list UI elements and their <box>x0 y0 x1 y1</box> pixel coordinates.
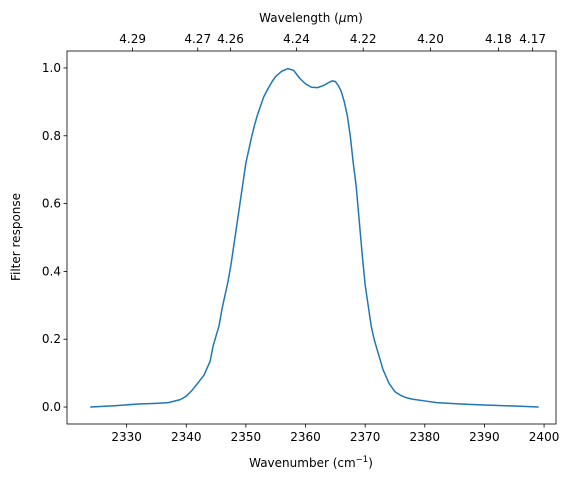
top-x-tick-label: 4.29 <box>119 32 146 46</box>
y-axis-label: Filter response <box>9 193 23 281</box>
top-x-tick-label: 4.26 <box>217 32 244 46</box>
y-tick-label: 0.2 <box>42 332 61 346</box>
x-axis-label: Wavenumber (cm−1) <box>249 455 373 470</box>
x-tick-label: 2370 <box>350 430 381 444</box>
y-tick-label: 0.6 <box>42 197 61 211</box>
y-tick-label: 0.0 <box>42 400 61 414</box>
top-x-tick-label: 4.17 <box>519 32 546 46</box>
top-x-axis: 4.29 4.27 4.26 4.24 4.22 4.20 4.18 4.17 <box>119 32 546 51</box>
y-tick-label: 0.8 <box>42 129 61 143</box>
x-tick-label: 2360 <box>290 430 321 444</box>
series-layer <box>90 67 539 408</box>
top-x-tick-label: 4.22 <box>350 32 377 46</box>
y-tick-label: 1.0 <box>42 61 61 75</box>
x-tick-label: 2390 <box>469 430 500 444</box>
top-x-tick-label: 4.18 <box>485 32 512 46</box>
x-tick-label: 2350 <box>231 430 262 444</box>
plot-frame <box>66 50 557 425</box>
series-line-0 <box>90 67 539 408</box>
y-axis: 0.0 0.2 0.4 0.6 0.8 1.0 <box>42 61 67 414</box>
x-tick-label: 2330 <box>111 430 142 444</box>
y-tick-label: 0.4 <box>42 264 61 278</box>
x-tick-label: 2380 <box>410 430 441 444</box>
x-tick-label: 2400 <box>529 430 560 444</box>
x-tick-label: 2340 <box>171 430 202 444</box>
top-x-tick-label: 4.27 <box>184 32 211 46</box>
top-x-tick-label: 4.24 <box>283 32 310 46</box>
top-x-tick-label: 4.20 <box>417 32 444 46</box>
top-x-axis-label: Wavelength (μm) <box>259 11 363 25</box>
bottom-x-axis: 2330 2340 2350 2360 2370 2380 2390 2400 <box>111 424 559 444</box>
